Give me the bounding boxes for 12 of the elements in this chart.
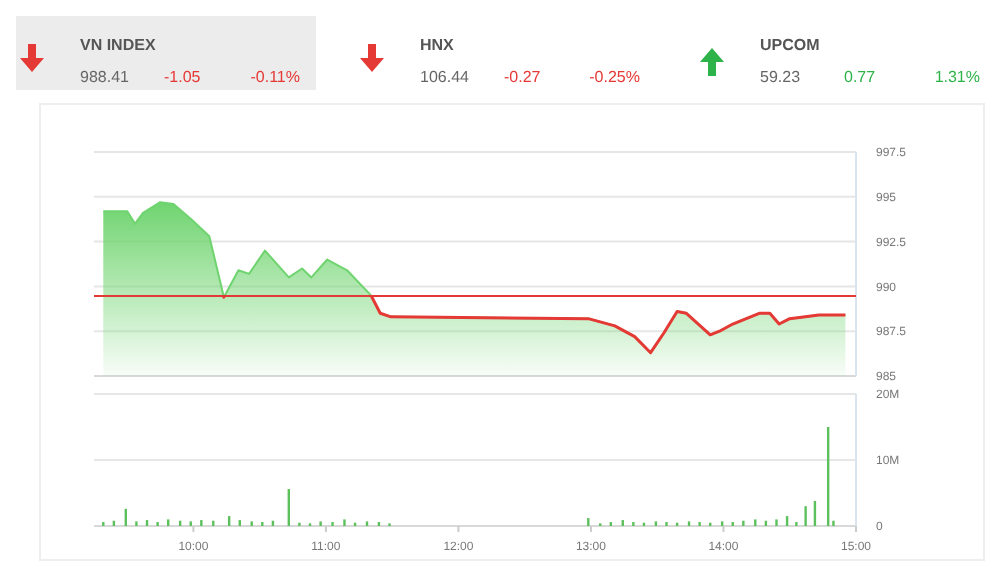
- text: 106.44: [420, 68, 471, 86]
- text: 988.41: [80, 68, 131, 86]
- text: 0.77: [844, 68, 877, 86]
- text: -1.05: [164, 68, 202, 86]
- text: -0.11%: [250, 68, 300, 86]
- text: 59.23: [760, 68, 802, 86]
- text: UPCOM: [760, 36, 821, 54]
- text: -0.27: [504, 68, 542, 86]
- text: 1.31%: [934, 68, 980, 86]
- text: -0.25%: [589, 68, 640, 86]
- text: HNX: [420, 36, 456, 54]
- text: VN INDEX: [80, 36, 157, 54]
